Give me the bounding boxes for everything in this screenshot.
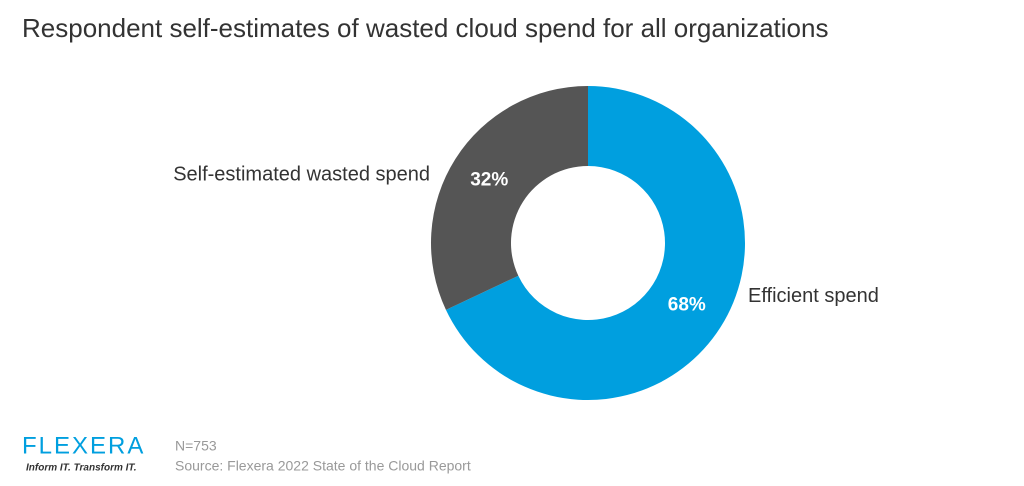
value-label: 32%	[470, 169, 508, 190]
category-label: Self-estimated wasted spend	[173, 164, 430, 186]
sample-size: N=753	[175, 438, 217, 454]
category-label: Efficient spend	[748, 285, 879, 307]
logo-tagline: Inform IT. Transform IT.	[26, 463, 137, 474]
donut-segment	[445, 86, 745, 401]
chart-title: Respondent self-estimates of wasted clou…	[22, 13, 828, 43]
source: Source: Flexera 2022 State of the Cloud …	[175, 458, 471, 474]
value-label: 68%	[668, 295, 706, 316]
donut-segment	[431, 86, 588, 310]
logo: FLEXERA	[22, 432, 145, 459]
